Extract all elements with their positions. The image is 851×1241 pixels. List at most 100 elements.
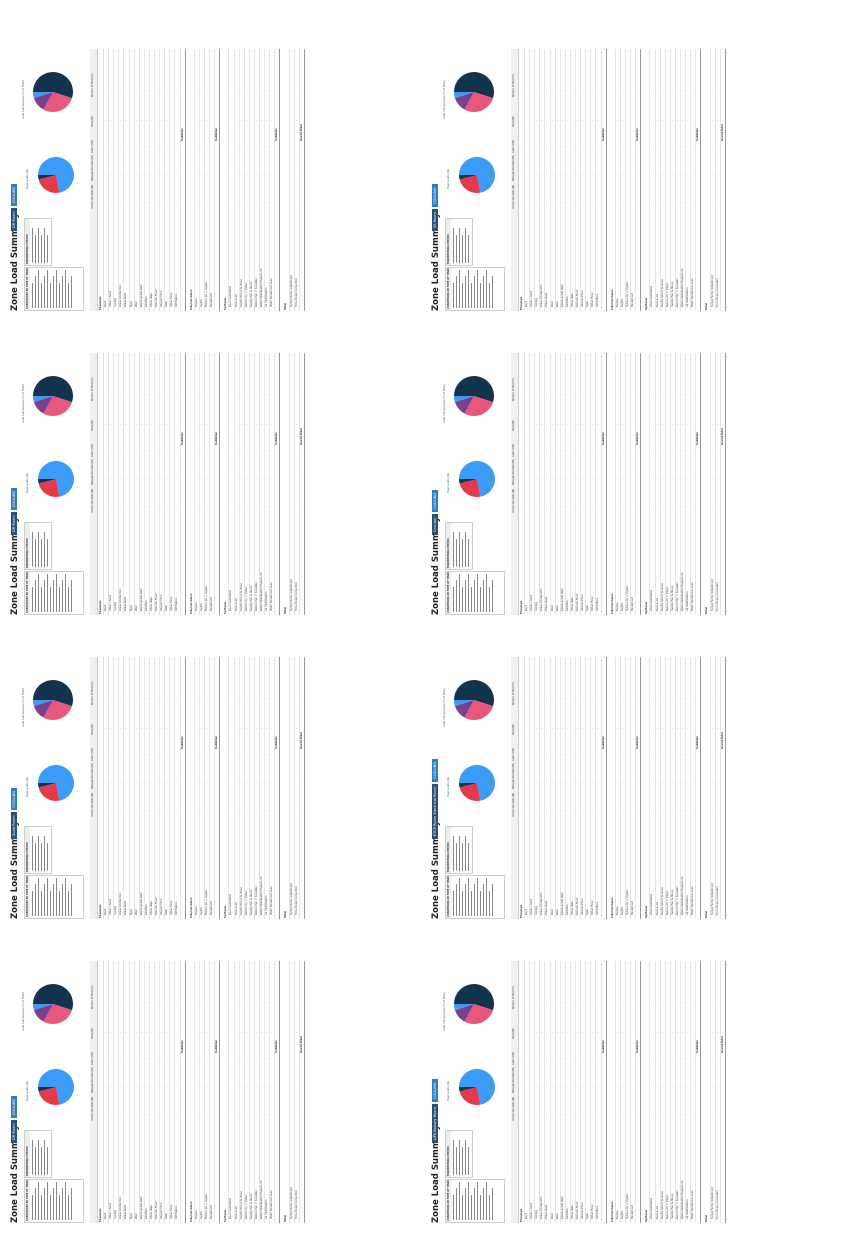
section-label: Systems <box>645 1209 649 1222</box>
row-label: Below grade Wall <box>139 284 143 307</box>
tab-cooling[interactable]: COOLING <box>432 758 438 782</box>
section-label: Systems <box>645 297 649 310</box>
cell-placeholder: - <box>289 728 293 729</box>
tab-cooling[interactable]: COOLING <box>11 787 17 811</box>
cell-placeholder: - <box>170 506 174 507</box>
engineering-header: ENGINEERING CHECKS <box>25 827 30 873</box>
tab-cooling[interactable]: COOLING <box>11 183 17 207</box>
cell-placeholder: - <box>530 146 534 147</box>
cell-placeholder: - <box>650 1114 654 1115</box>
tab-cooling[interactable]: COOLING <box>11 1095 17 1119</box>
cell-placeholder: - <box>204 1114 208 1115</box>
cell-placeholder: - <box>139 394 143 395</box>
cell-placeholder: - <box>625 1002 629 1003</box>
row-label: Other Floor <box>170 292 174 307</box>
text-line <box>41 235 42 263</box>
cell-placeholder: - <box>134 810 138 811</box>
cell-placeholder: - <box>114 120 118 121</box>
cell-placeholder: - <box>129 728 133 729</box>
tab-cooling[interactable]: COOLING <box>11 487 17 511</box>
cell-placeholder: - <box>550 782 554 783</box>
row-label: HVAC Equipment Loss <box>270 886 274 915</box>
row-label: Slab <box>165 301 169 307</box>
row-label: Partition <box>144 904 148 915</box>
row-label: Return Air = Other <box>244 1194 248 1219</box>
cell-placeholder: - <box>591 174 595 175</box>
cell-placeholder: - <box>715 1032 719 1033</box>
cell-placeholder: - <box>596 728 600 729</box>
column-header-label: Delayed Sensible (W) <box>512 459 515 485</box>
cell-placeholder: - <box>596 1058 600 1059</box>
cell-placeholder: - <box>691 120 695 121</box>
pie-slice <box>454 984 494 1011</box>
cell-placeholder: - <box>581 698 585 699</box>
section-label: Envelope <box>99 600 102 614</box>
row-label: Time Delay Correction <box>294 886 298 915</box>
tab-zone-name[interactable]: DR Room <box>11 512 17 535</box>
cell-placeholder: - <box>260 450 263 451</box>
tab-cooling[interactable]: COOLING <box>432 1079 438 1103</box>
tab-cooling[interactable]: COOLING <box>432 184 438 208</box>
cell-placeholder: - <box>586 450 590 451</box>
cell-placeholder: - <box>294 1114 298 1115</box>
cell-placeholder: - <box>620 450 624 451</box>
tab-zone-name[interactable]: Corridor <box>432 514 438 535</box>
row-label: Lights <box>199 603 203 611</box>
cell-placeholder: - <box>631 450 635 451</box>
row-label: Wall <box>555 909 559 915</box>
cell-placeholder: - <box>165 202 169 203</box>
cell-placeholder: - <box>160 506 164 507</box>
cell-placeholder: - <box>254 146 258 147</box>
tab-zone-name[interactable]: DR Room <box>11 208 17 231</box>
cell-placeholder: - <box>631 202 635 203</box>
cell-placeholder: - <box>540 424 544 425</box>
row-label: Below grade Wall <box>560 1196 564 1219</box>
cell-placeholder: - <box>625 478 629 479</box>
cell-placeholder: - <box>665 450 669 451</box>
cell-placeholder: - <box>655 810 659 811</box>
row-label: Fans & Air <box>655 1205 659 1219</box>
cell-placeholder: - <box>289 698 293 699</box>
cell-placeholder: - <box>660 174 664 175</box>
tab-zone-name[interactable]: SS Room <box>432 209 438 231</box>
text-line <box>38 1140 39 1175</box>
column-header-label: Instant Sensible (W) <box>91 184 94 209</box>
cell-placeholder: - <box>234 1086 238 1087</box>
cell-placeholder: - <box>155 202 159 203</box>
cell-placeholder: - <box>620 1032 624 1033</box>
cell-placeholder: - <box>124 782 128 783</box>
cell-placeholder: - <box>615 1058 619 1059</box>
text-line <box>38 532 39 567</box>
text-line <box>468 1182 469 1220</box>
tab-zone-name[interactable]: DR Room <box>11 1120 17 1143</box>
tab-zone-name[interactable]: ETCP Room Electrical Room <box>432 783 438 839</box>
cell-placeholder: - <box>129 174 133 175</box>
cell-placeholder: - <box>210 174 214 175</box>
tab-cooling[interactable]: COOLING <box>432 489 438 513</box>
cell-placeholder: - <box>124 1086 128 1087</box>
cell-placeholder: - <box>144 90 148 91</box>
cell-placeholder: - <box>620 202 624 203</box>
cell-placeholder: - <box>170 202 174 203</box>
text-line <box>41 586 42 612</box>
cell-placeholder: - <box>160 1002 164 1003</box>
tab-zone-name[interactable]: UPS Battery Room <box>432 1104 438 1143</box>
cell-placeholder: - <box>550 120 554 121</box>
cell-placeholder: - <box>204 202 208 203</box>
cell-placeholder: - <box>175 782 179 783</box>
cell-placeholder: - <box>631 698 635 699</box>
load-table: Envelope Roof - - - - - Other r Roof - - - - - Ceilin… <box>99 657 309 919</box>
cell-placeholder: - <box>175 1114 179 1115</box>
tab-zone-name[interactable]: Zone Room <box>11 812 17 839</box>
row-label: Air Distribution <box>265 287 269 307</box>
column-header: Instant Sensible (W) Delayed Sensible (W)… <box>90 961 98 1223</box>
row-label: Other Wall <box>149 1205 153 1219</box>
cell-placeholder: - <box>199 698 203 699</box>
text-line <box>480 586 481 612</box>
pie-slice <box>459 479 477 484</box>
cell-placeholder: - <box>229 782 233 783</box>
cell-placeholder: - <box>170 1002 174 1003</box>
cell-placeholder: - <box>144 506 148 507</box>
cell-placeholder: - <box>665 754 669 755</box>
cell-placeholder: - <box>119 1032 123 1033</box>
